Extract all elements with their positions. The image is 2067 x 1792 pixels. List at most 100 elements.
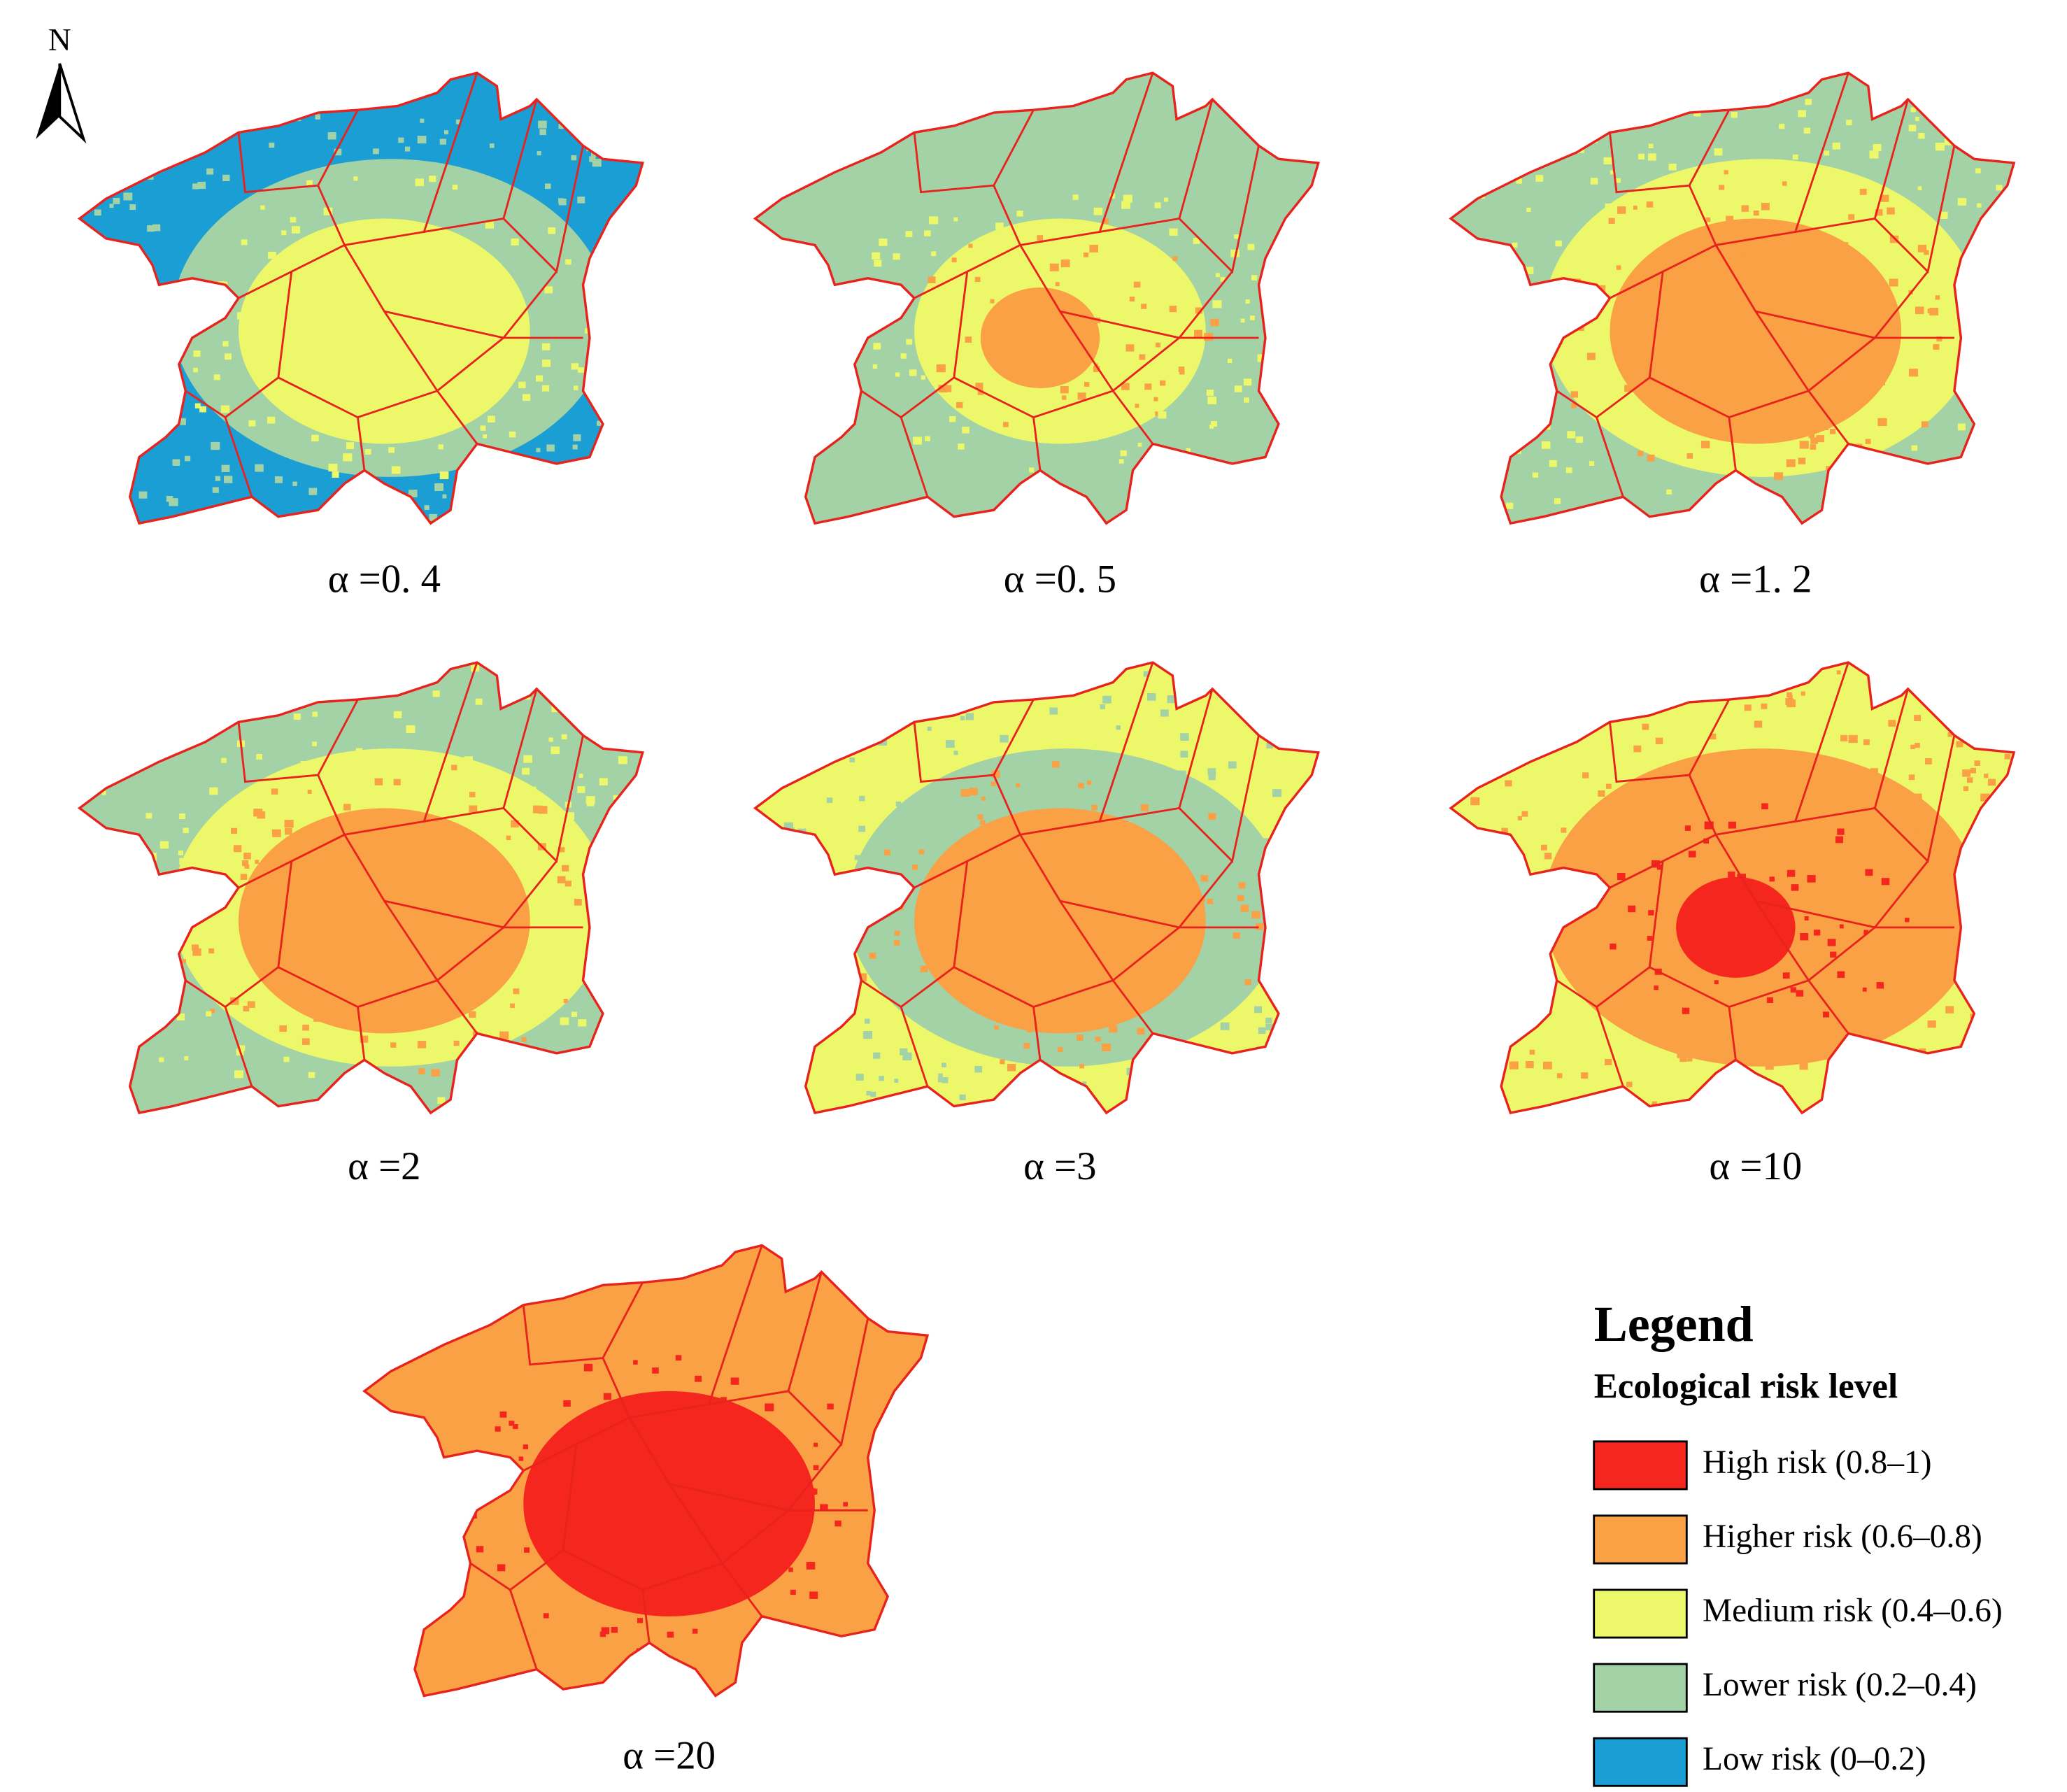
- map-fill: [79, 662, 643, 1114]
- speckle: [384, 1658, 392, 1665]
- speckle: [578, 367, 584, 373]
- speckle: [977, 764, 984, 770]
- speckle: [1728, 918, 1733, 923]
- speckle: [849, 758, 855, 762]
- speckle: [1265, 1079, 1271, 1084]
- speckle: [364, 448, 371, 455]
- speckle: [1464, 711, 1472, 718]
- speckle: [1573, 1116, 1578, 1121]
- speckle: [1244, 397, 1249, 403]
- speckle: [1179, 774, 1189, 783]
- speckle: [109, 425, 118, 432]
- speckle: [1588, 821, 1596, 829]
- speckle: [803, 117, 810, 123]
- speckle: [1186, 448, 1191, 453]
- speckle: [886, 75, 895, 83]
- speckle: [1509, 1061, 1519, 1069]
- speckle: [1853, 1055, 1863, 1064]
- speckle: [127, 671, 135, 678]
- speckle: [613, 1400, 620, 1407]
- speckle: [619, 392, 625, 398]
- speckle: [779, 448, 786, 454]
- speckle: [393, 778, 401, 785]
- speckle: [1728, 1112, 1735, 1114]
- speckle: [848, 965, 857, 972]
- speckle: [1682, 1007, 1690, 1014]
- speckle: [1722, 683, 1728, 688]
- speckle: [578, 1019, 587, 1027]
- speckle: [942, 1077, 949, 1083]
- speckle: [518, 381, 526, 388]
- speckle: [331, 425, 339, 432]
- speckle: [312, 741, 317, 746]
- speckle: [1529, 1049, 1535, 1055]
- speckle: [1620, 528, 1625, 533]
- speckle: [669, 1525, 676, 1532]
- speckle: [1120, 450, 1127, 457]
- speckle: [598, 1563, 607, 1571]
- speckle: [1726, 215, 1734, 223]
- speckle: [1728, 881, 1735, 888]
- speckle: [320, 381, 329, 388]
- speckle: [1655, 737, 1663, 744]
- speckle: [1478, 470, 1486, 477]
- speckle: [499, 509, 509, 517]
- speckle: [523, 755, 532, 763]
- speckle: [522, 394, 531, 401]
- speckle: [1253, 673, 1258, 678]
- speckle: [1735, 396, 1740, 401]
- speckle: [366, 1102, 373, 1109]
- speckle: [382, 1088, 390, 1095]
- speckle: [381, 1694, 390, 1696]
- speckle: [450, 857, 457, 863]
- speckle: [1489, 84, 1496, 90]
- speckle: [1731, 112, 1738, 118]
- speckle: [476, 1546, 484, 1553]
- speckle: [929, 1297, 934, 1302]
- speckle: [1973, 299, 1980, 307]
- speckle: [1065, 903, 1070, 909]
- speckle: [120, 842, 127, 848]
- speckle: [192, 86, 199, 93]
- speckle: [1544, 853, 1552, 860]
- speckle: [1555, 1114, 1561, 1120]
- legend: Legend Ecological risk level High risk (…: [1593, 1296, 2003, 1787]
- speckle: [965, 336, 972, 343]
- speckle: [998, 160, 1004, 166]
- speckle: [424, 505, 429, 511]
- speckle: [902, 1052, 912, 1060]
- speckle: [1060, 909, 1069, 917]
- speckle: [765, 1403, 774, 1411]
- speckle: [1984, 774, 1989, 778]
- speckle: [1861, 492, 1869, 499]
- speckle: [1828, 411, 1837, 419]
- speckle: [975, 383, 983, 390]
- speckle: [1980, 142, 1988, 149]
- speckle: [1911, 445, 1918, 451]
- speckle: [837, 667, 846, 675]
- speckle: [1722, 1083, 1731, 1091]
- speckle: [1052, 761, 1060, 768]
- speckle: [432, 690, 440, 697]
- speckle: [1720, 927, 1725, 932]
- speckle: [778, 1329, 784, 1335]
- speckle: [1770, 260, 1779, 269]
- speckle: [579, 123, 588, 131]
- speckle: [1470, 279, 1480, 287]
- speckle: [1512, 242, 1518, 248]
- speckle: [1008, 516, 1015, 522]
- speckle: [1996, 472, 2005, 481]
- speckle: [1703, 838, 1710, 844]
- speckle: [956, 401, 963, 408]
- speckle: [145, 813, 152, 819]
- speckle: [561, 734, 567, 740]
- speckle: [167, 97, 175, 104]
- speckle: [865, 1591, 872, 1598]
- district-border: [1688, 662, 1849, 836]
- speckle: [1117, 933, 1123, 939]
- speckle: [1060, 259, 1070, 268]
- speckle: [1561, 827, 1567, 833]
- speckle: [334, 979, 339, 984]
- speckle: [123, 258, 129, 264]
- speckle: [417, 1041, 427, 1048]
